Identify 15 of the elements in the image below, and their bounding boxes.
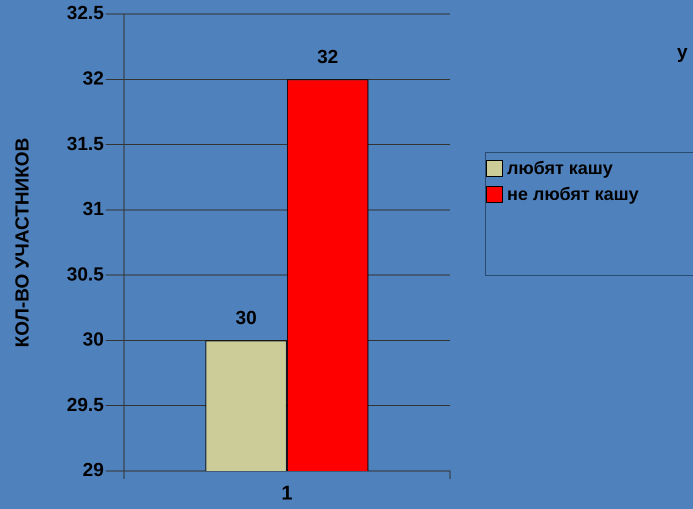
- y-tick-label: 32: [82, 68, 104, 90]
- legend-label: не любят кашу: [507, 184, 639, 204]
- y-tick-label: 29.5: [66, 394, 104, 416]
- y-tick-label: 30.5: [66, 264, 104, 286]
- data-label: 32: [317, 47, 338, 68]
- x-tick-label: 1: [281, 482, 292, 505]
- y-axis-title: КОЛ-ВО УЧАСТНИКОВ: [12, 138, 34, 348]
- y-tick-label: 30: [82, 330, 104, 351]
- y-tick-label: 29: [82, 460, 104, 482]
- legend-label: любят кашу: [507, 158, 613, 178]
- text: у: [677, 42, 688, 64]
- data-label: 30: [236, 308, 257, 330]
- y-tick-label: 31.5: [66, 134, 104, 155]
- y-tick-label: 32.5: [66, 3, 104, 24]
- y-tick-label: 31: [82, 199, 104, 220]
